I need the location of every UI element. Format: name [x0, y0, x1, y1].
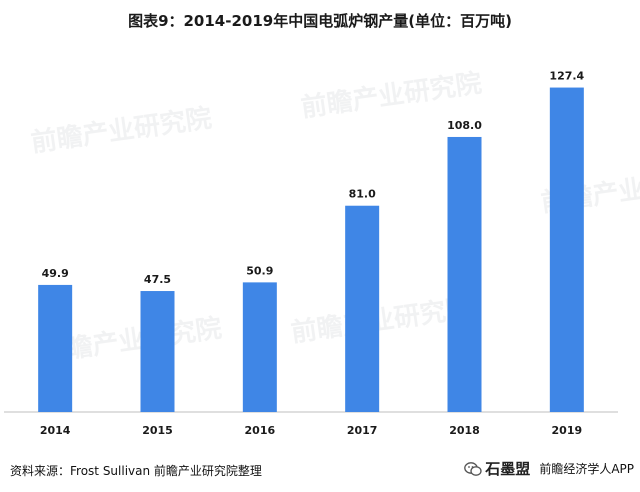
- data-label-2017: 81.0: [349, 188, 376, 201]
- x-tick-label-2015: 2015: [142, 424, 173, 437]
- data-label-2015: 47.5: [144, 273, 171, 286]
- x-tick-label-2019: 2019: [552, 424, 583, 437]
- x-tick-label-2016: 2016: [245, 424, 276, 437]
- source-note: 资料来源：Frost Sullivan 前瞻产业研究院整理: [10, 464, 262, 478]
- data-label-2018: 108.0: [447, 119, 482, 132]
- bar-2014: [38, 284, 73, 412]
- wechat-icon: [464, 461, 482, 476]
- bar-2017: [345, 205, 380, 412]
- bar-2018: [447, 136, 482, 412]
- badge-name: 石墨盟: [485, 460, 531, 478]
- bar-2015: [140, 291, 175, 412]
- data-label-2019: 127.4: [549, 70, 584, 83]
- footer-badge: 石墨盟 前瞻经济学人APP: [464, 458, 634, 479]
- data-label-2014: 49.9: [42, 267, 69, 280]
- data-label-2016: 50.9: [246, 264, 273, 277]
- bar-2016: [242, 282, 277, 412]
- chart-title: 图表9：2014-2019年中国电弧炉钢产量(单位：百万吨): [128, 12, 512, 30]
- x-tick-label-2014: 2014: [40, 424, 71, 437]
- x-tick-label-2017: 2017: [347, 424, 378, 437]
- x-tick-label-2018: 2018: [449, 424, 480, 437]
- bar-2019: [549, 87, 584, 413]
- badge-text: 前瞻经济学人APP: [539, 462, 634, 476]
